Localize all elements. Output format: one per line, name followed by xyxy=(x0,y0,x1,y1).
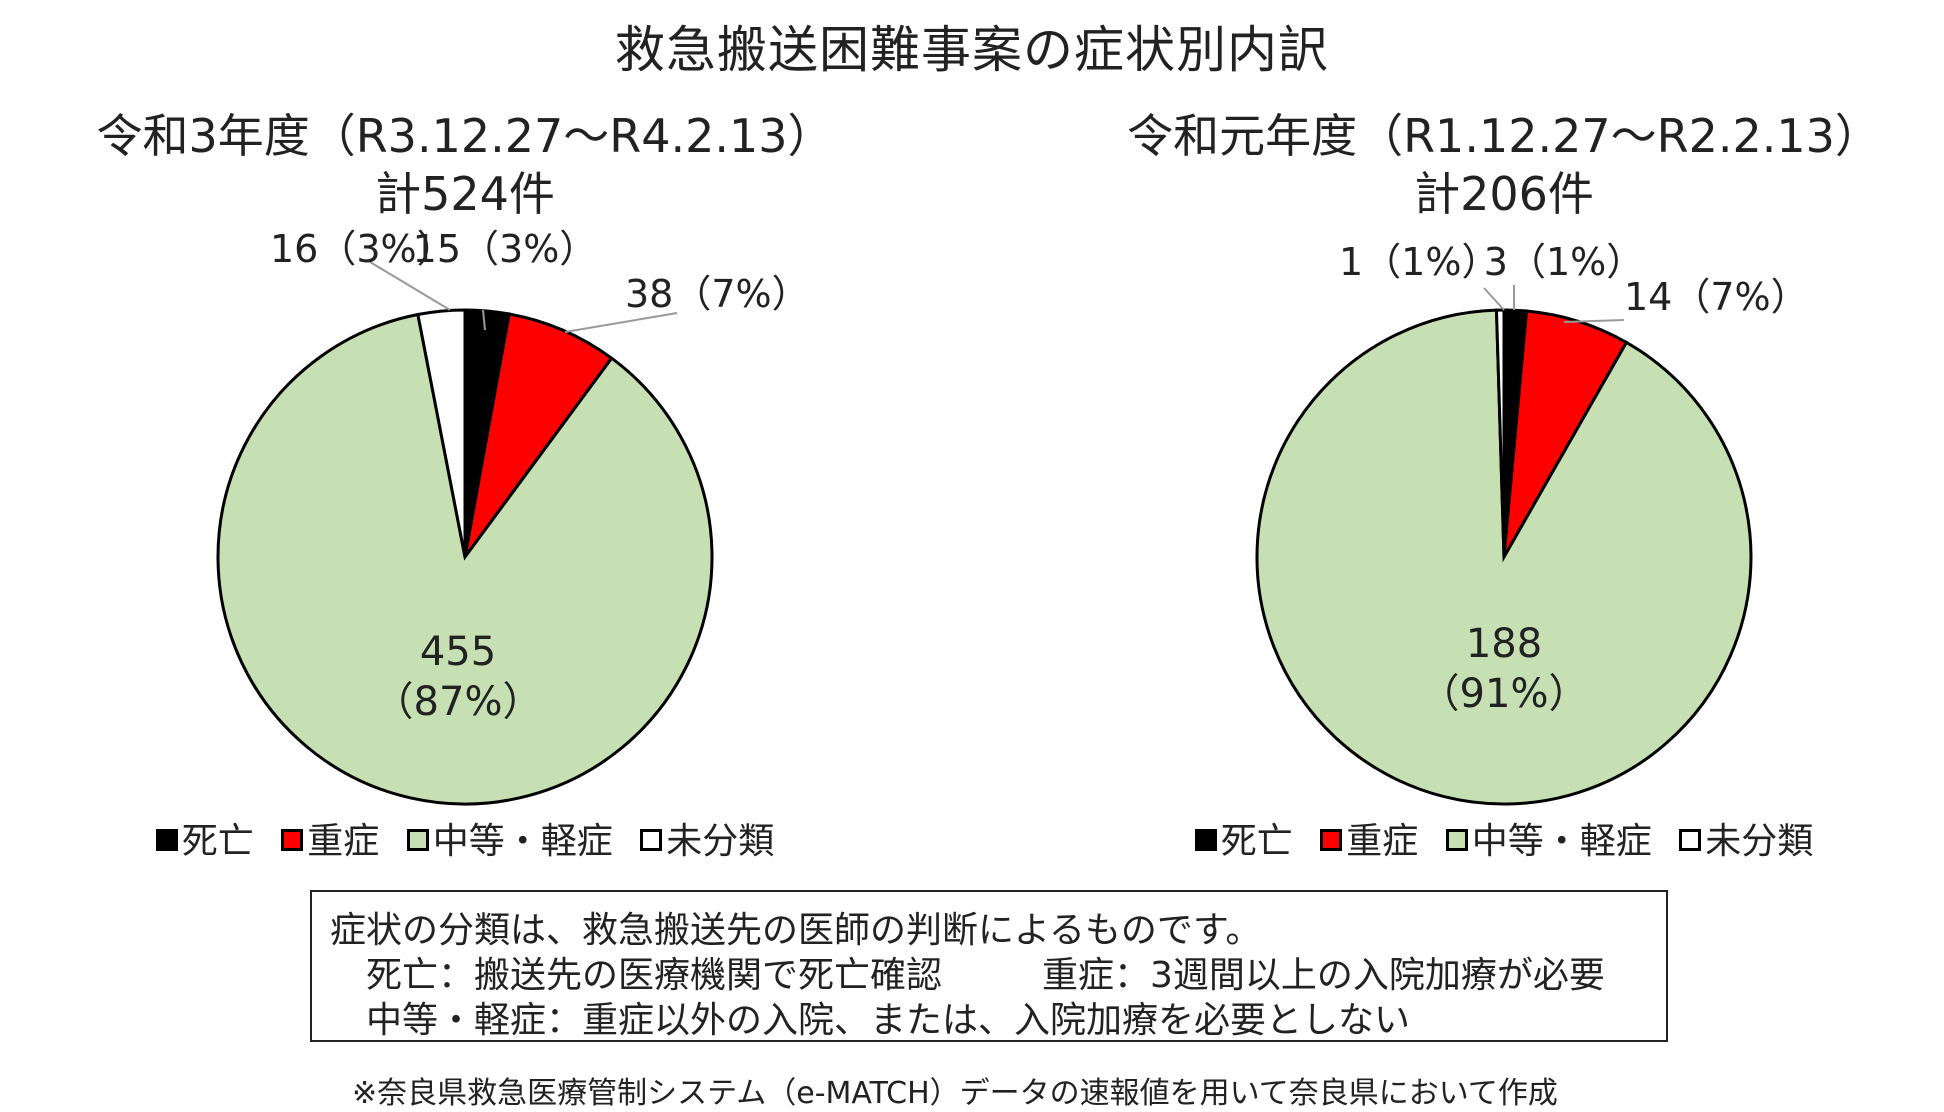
data-label-slice-severe: 38（7%） xyxy=(625,272,810,316)
data-label-slice-severe: 14（7%） xyxy=(1624,275,1809,319)
leader-line xyxy=(482,309,486,331)
source-note: ※奈良県救急医療管制システム（e-MATCH）データの速報値を用いて奈良県におい… xyxy=(352,1076,1558,1111)
legend-swatch-severe xyxy=(281,829,304,851)
note-intro: 症状の分類は、救急搬送先の医師の判断によるものです。 xyxy=(330,910,1262,951)
chart-subtitle: 計524件 xyxy=(375,166,555,221)
legend-label: 重症 xyxy=(1346,821,1419,862)
note-moderate-definition: 中等・軽症：重症以外の入院、または、入院加療を必要としない xyxy=(366,1000,1411,1041)
leader-line xyxy=(369,261,451,311)
legend-item-severe: 重症 xyxy=(1320,812,1418,864)
legend-label: 未分類 xyxy=(666,821,775,862)
slice-severe xyxy=(463,312,614,558)
legend-swatch-moderate xyxy=(406,829,429,851)
legend-label: 死亡 xyxy=(1220,821,1293,862)
pie-chart-r1: 令和元年度（R1.12.27～R2.2.13） 計206件 3（1%） 14（7%… xyxy=(1104,0,1904,870)
legend: 死亡 重症 中等・軽症 未分類 xyxy=(1104,812,1904,864)
legend-swatch-unclassified xyxy=(1679,829,1702,851)
chart-heading: 令和3年度（R3.12.27～R4.2.13） 計524件 xyxy=(65,108,865,223)
note-definitions-row: 死亡：搬送先の医療機関で死亡確認 重症：3週間以上の入院加療が必要 xyxy=(330,953,1646,998)
legend-label: 死亡 xyxy=(181,821,254,862)
legend-item-moderate: 中等・軽症 xyxy=(406,812,613,864)
legend: 死亡 重症 中等・軽症 未分類 xyxy=(65,812,865,864)
data-label-slice-unclassified: 1（1%） xyxy=(1339,240,1499,284)
leader-line xyxy=(1563,319,1625,323)
slice-unclassified xyxy=(416,308,467,558)
legend-label: 未分類 xyxy=(1705,821,1814,862)
chart-subtitle: 計206件 xyxy=(1414,166,1594,221)
legend-item-moderate: 中等・軽症 xyxy=(1445,812,1652,864)
pie-svg: 15（3%） 38（7%） 16（3%） 455（87%） xyxy=(216,227,810,806)
legend-item-death: 死亡 xyxy=(1194,812,1293,864)
data-label-slice-moderate-mild-value: 188 xyxy=(1466,621,1542,667)
legend-swatch-moderate xyxy=(1445,829,1468,851)
data-label-slice-unclassified: 16（3%） xyxy=(270,227,455,271)
chart-heading: 令和元年度（R1.12.27～R2.2.13） 計206件 xyxy=(1104,108,1904,223)
legend-label: 中等・軽症 xyxy=(432,821,613,862)
pie-chart-r3: 令和3年度（R3.12.27～R4.2.13） 計524件 15（3%） 38（7… xyxy=(65,0,865,870)
data-label-slice-death: 3（1%） xyxy=(1484,240,1644,284)
leader-line xyxy=(564,312,678,333)
legend-item-unclassified: 未分類 xyxy=(1679,812,1813,864)
note-severe-definition: 重症：3週間以上の入院加療が必要 xyxy=(1042,955,1605,996)
data-label-slice-moderate-mild-pct: （87%） xyxy=(374,679,543,725)
slice-moderate-mild xyxy=(1255,308,1753,806)
legend-swatch-death xyxy=(1194,829,1217,851)
classification-note-box: 症状の分類は、救急搬送先の医師の判断によるものです。 死亡：搬送先の医療機関で死… xyxy=(310,890,1668,1042)
legend-item-death: 死亡 xyxy=(155,812,254,864)
data-label-slice-death: 15（3%） xyxy=(413,227,598,271)
leader-line xyxy=(1483,287,1505,311)
pie-svg: 3（1%）14（7%） 1（1%） 188（91%） xyxy=(1255,240,1809,806)
slice-moderate-mild xyxy=(216,312,714,806)
chart-title: 令和3年度（R3.12.27～R4.2.13） xyxy=(96,109,834,163)
data-label-slice-moderate-mild-pct: （91%） xyxy=(1420,671,1589,717)
note-death-definition: 死亡：搬送先の医療機関で死亡確認 xyxy=(366,955,943,996)
legend-swatch-unclassified xyxy=(640,829,663,851)
legend-label: 重症 xyxy=(307,821,380,862)
legend-label: 中等・軽症 xyxy=(1471,821,1652,862)
legend-item-unclassified: 未分類 xyxy=(640,812,774,864)
legend-item-severe: 重症 xyxy=(281,812,379,864)
chart-title: 令和元年度（R1.12.27～R2.2.13） xyxy=(1127,109,1881,163)
data-label-slice-moderate-mild-value: 455 xyxy=(420,629,496,675)
chart-main-title: 救急搬送困難事案の症状別内訳 xyxy=(615,21,1329,79)
legend-swatch-severe xyxy=(1320,829,1343,851)
legend-swatch-death xyxy=(155,829,178,851)
